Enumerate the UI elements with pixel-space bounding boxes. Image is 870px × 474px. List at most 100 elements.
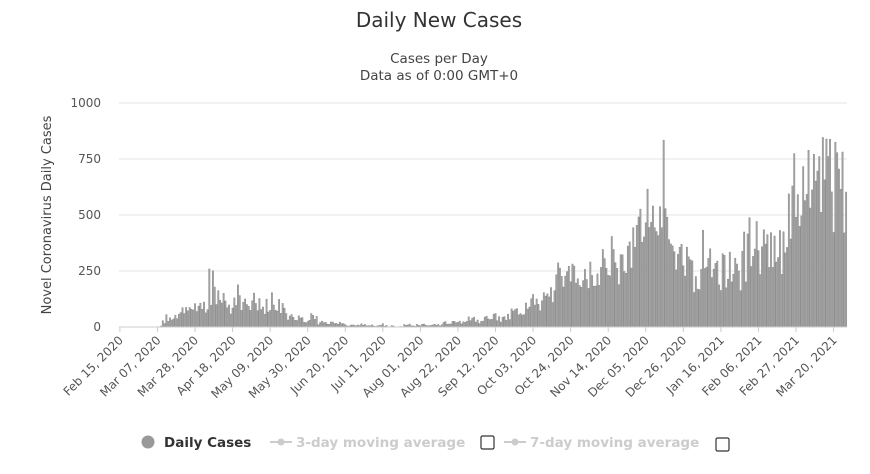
bar[interactable]: [294, 319, 297, 328]
bar[interactable]: [381, 323, 384, 328]
bar[interactable]: [834, 141, 837, 328]
bar[interactable]: [231, 307, 234, 328]
bar[interactable]: [811, 189, 814, 328]
bar[interactable]: [276, 310, 279, 328]
bar[interactable]: [739, 290, 742, 328]
bar[interactable]: [743, 231, 746, 328]
bar[interactable]: [802, 166, 805, 328]
bar[interactable]: [736, 263, 738, 328]
bar[interactable]: [621, 254, 624, 328]
bar[interactable]: [757, 250, 760, 328]
bar[interactable]: [750, 266, 753, 328]
bar[interactable]: [646, 188, 649, 328]
bar[interactable]: [254, 303, 257, 328]
bar[interactable]: [557, 262, 560, 328]
bar[interactable]: [530, 298, 533, 328]
bar[interactable]: [494, 313, 497, 328]
bar[interactable]: [176, 318, 179, 328]
bar[interactable]: [185, 307, 187, 328]
bar[interactable]: [467, 316, 470, 328]
bar[interactable]: [169, 317, 171, 328]
bar[interactable]: [324, 321, 327, 328]
bar[interactable]: [181, 307, 184, 328]
bar[interactable]: [219, 300, 221, 328]
bar[interactable]: [664, 208, 667, 328]
bar[interactable]: [707, 258, 710, 328]
bar[interactable]: [677, 254, 679, 328]
bar[interactable]: [516, 308, 518, 328]
bar[interactable]: [703, 268, 706, 328]
bar[interactable]: [315, 316, 318, 328]
bar[interactable]: [285, 313, 288, 328]
bar[interactable]: [714, 263, 717, 328]
bar[interactable]: [333, 323, 336, 328]
bar[interactable]: [732, 273, 735, 328]
bar[interactable]: [814, 180, 817, 328]
bar[interactable]: [841, 151, 844, 328]
bar[interactable]: [482, 320, 484, 328]
bar[interactable]: [508, 319, 511, 328]
legend-item-3-day-moving-average[interactable]: 3-day moving average: [270, 435, 465, 451]
bar[interactable]: [521, 314, 524, 328]
bar[interactable]: [675, 269, 678, 328]
bar[interactable]: [671, 245, 674, 328]
bar[interactable]: [217, 290, 220, 328]
bar[interactable]: [605, 268, 608, 328]
bar[interactable]: [331, 321, 334, 328]
bar[interactable]: [637, 216, 640, 328]
bar[interactable]: [635, 225, 638, 328]
bar[interactable]: [678, 246, 681, 328]
bar[interactable]: [537, 304, 540, 328]
bar[interactable]: [163, 323, 166, 328]
bar[interactable]: [464, 321, 467, 328]
bar[interactable]: [689, 259, 692, 328]
bar[interactable]: [626, 245, 629, 328]
bar[interactable]: [224, 300, 227, 328]
bar[interactable]: [222, 293, 225, 328]
bar[interactable]: [728, 251, 731, 328]
bar[interactable]: [269, 310, 272, 328]
bar[interactable]: [812, 154, 815, 328]
bar[interactable]: [220, 302, 223, 328]
bar[interactable]: [342, 323, 345, 328]
bar[interactable]: [476, 319, 479, 328]
bar[interactable]: [263, 313, 266, 328]
bar[interactable]: [335, 323, 338, 328]
bar[interactable]: [584, 269, 586, 328]
bar[interactable]: [607, 274, 610, 328]
bar[interactable]: [247, 306, 250, 328]
bar[interactable]: [719, 290, 722, 328]
bar[interactable]: [465, 321, 468, 328]
bar[interactable]: [567, 265, 570, 328]
bar[interactable]: [659, 206, 662, 328]
bar[interactable]: [618, 284, 620, 328]
bar[interactable]: [816, 170, 819, 328]
bar[interactable]: [578, 285, 581, 328]
bar[interactable]: [211, 270, 214, 328]
bar[interactable]: [755, 221, 758, 328]
bar[interactable]: [519, 313, 522, 328]
bar[interactable]: [296, 320, 298, 328]
bar[interactable]: [775, 261, 778, 328]
bar[interactable]: [548, 296, 551, 328]
bar[interactable]: [641, 242, 644, 328]
bar[interactable]: [773, 235, 776, 328]
bar[interactable]: [648, 227, 651, 328]
bar[interactable]: [838, 168, 840, 328]
bar[interactable]: [709, 248, 712, 328]
bar[interactable]: [585, 279, 588, 328]
bar[interactable]: [485, 315, 488, 328]
bar[interactable]: [510, 308, 513, 328]
bar[interactable]: [795, 216, 797, 328]
bar[interactable]: [215, 304, 218, 328]
bar[interactable]: [199, 302, 202, 328]
bar[interactable]: [505, 319, 508, 328]
bar[interactable]: [503, 316, 506, 328]
bar[interactable]: [784, 252, 787, 328]
bar[interactable]: [628, 241, 631, 328]
bar[interactable]: [190, 308, 193, 328]
bar[interactable]: [603, 258, 606, 328]
bar[interactable]: [698, 289, 701, 328]
bar[interactable]: [685, 246, 688, 328]
bar[interactable]: [591, 275, 594, 328]
